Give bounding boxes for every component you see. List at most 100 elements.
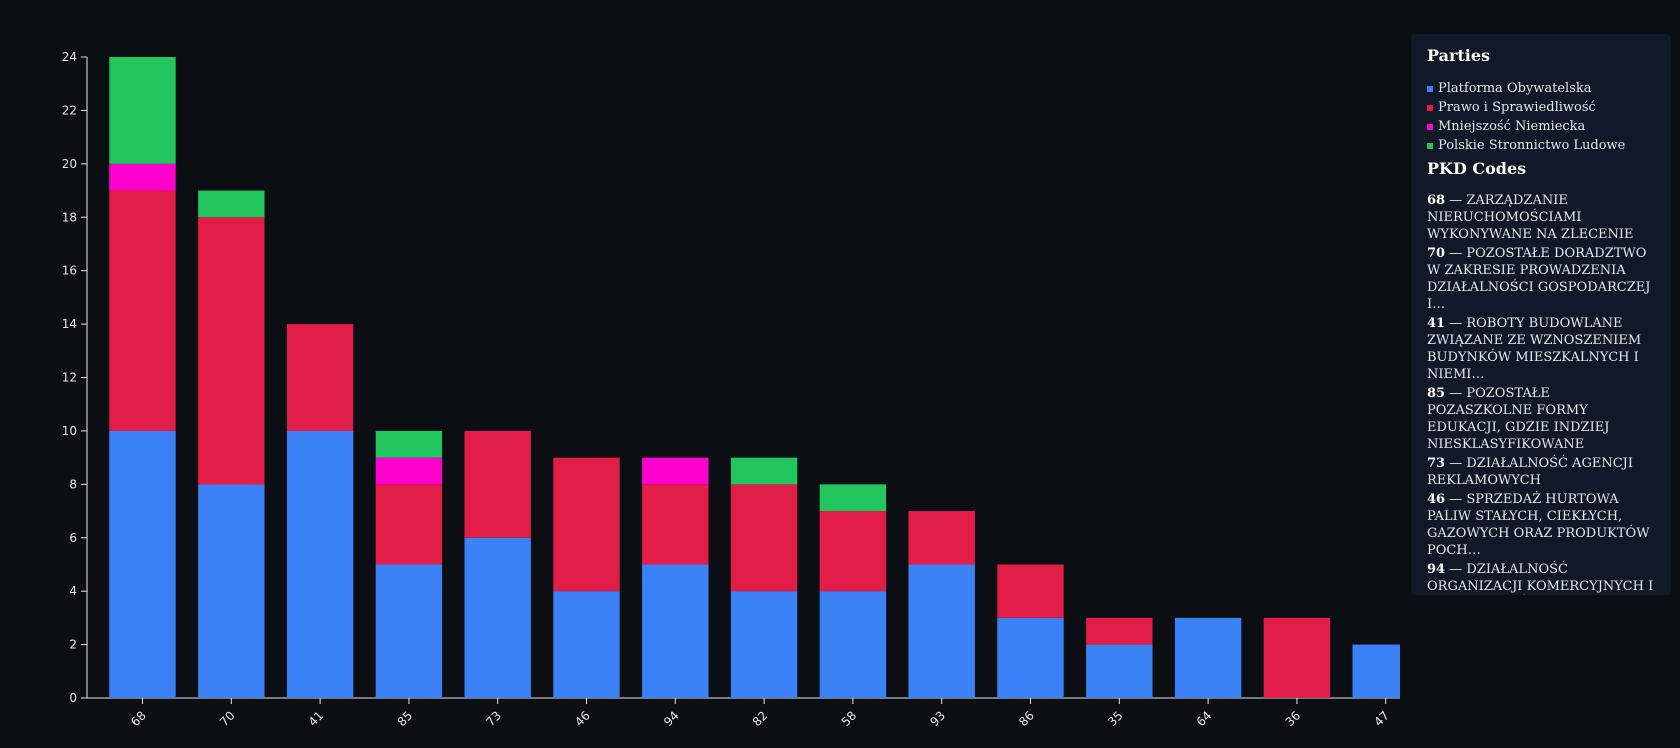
pkd-description: — ZARZĄDZANIE NIERUCHOMOŚCIAMI WYKONYWAN… — [1427, 193, 1634, 242]
pkd-description: — DZIAŁALNOŚĆ ORGANIZACJI KOMERCYJNYCH I… — [1427, 562, 1654, 594]
legend-swatch — [1427, 85, 1433, 92]
bar-segment — [1352, 644, 1400, 698]
bar-segment — [286, 324, 354, 431]
bar-segment — [375, 484, 443, 565]
bar-segment — [997, 564, 1064, 618]
bar-segment — [109, 190, 176, 431]
pkd-item: 46 — SPRZEDAŻ HURTOWA PALIW STAŁYCH, CIE… — [1427, 491, 1657, 559]
x-tick-label: 70 — [217, 708, 238, 729]
pkd-code: 85 — [1427, 386, 1446, 401]
y-tick-label: 10 — [62, 424, 77, 438]
legend-label: Mniejszość Niemiecka — [1438, 119, 1586, 134]
bar-segment — [109, 163, 176, 191]
pkd-code: 41 — [1427, 316, 1446, 331]
bar-segment — [375, 564, 443, 698]
bar-segment — [730, 591, 798, 698]
legend-swatch — [1427, 142, 1433, 149]
pkd-item: 68 — ZARZĄDZANIE NIERUCHOMOŚCIAMI WYKONY… — [1427, 192, 1657, 243]
y-tick-label: 2 — [69, 638, 77, 652]
x-tick-label: 94 — [661, 708, 682, 729]
x-tick-label: 58 — [839, 708, 860, 729]
legend-swatch — [1427, 123, 1433, 130]
bar-segment — [464, 537, 531, 698]
bar-segment — [819, 511, 887, 592]
x-tick-label: 46 — [572, 708, 593, 729]
party-legend: Platforma Obywatelska Prawo i Sprawiedliw… — [1427, 79, 1657, 155]
bar-segment — [553, 457, 620, 592]
bar-segment — [198, 217, 265, 485]
pkd-code: 46 — [1427, 492, 1446, 507]
bar-segment — [819, 591, 887, 698]
bar-segment — [464, 430, 531, 538]
x-tick-label: 86 — [1016, 708, 1037, 729]
bar-segment — [109, 430, 176, 698]
pkd-code: 94 — [1427, 562, 1446, 577]
x-tick-label: 47 — [1371, 708, 1392, 729]
y-tick-label: 20 — [62, 157, 77, 171]
bar-segment — [642, 457, 709, 485]
bar-segment — [908, 564, 975, 698]
bar-segment — [997, 617, 1064, 698]
legend-swatch — [1427, 104, 1433, 111]
pkd-description: — POZOSTAŁE DORADZTWO W ZAKRESIE PROWADZ… — [1427, 246, 1651, 312]
bar-segment — [819, 484, 887, 512]
legend-item: Mniejszość Niemiecka — [1427, 117, 1657, 136]
x-tick-label: 73 — [483, 708, 504, 729]
legend-label: Polskie Stronnictwo Ludowe — [1438, 138, 1626, 153]
bar-segment — [642, 484, 709, 565]
bar-segment — [198, 190, 265, 218]
x-tick-label: 85 — [395, 708, 416, 729]
bar-segment — [642, 564, 709, 698]
bar-segment — [1263, 617, 1331, 698]
bar-segment — [375, 457, 443, 485]
y-tick-label: 6 — [69, 531, 77, 545]
bar-segment — [553, 591, 620, 698]
pkd-item: 70 — POZOSTAŁE DORADZTWO W ZAKRESIE PROW… — [1427, 245, 1657, 313]
pkd-code: 70 — [1427, 246, 1446, 261]
legend-item: Polskie Stronnictwo Ludowe — [1427, 136, 1657, 155]
bar-segment — [908, 511, 975, 565]
pkd-item: 73 — DZIAŁALNOŚĆ AGENCJI REKLAMOWYCH — [1427, 455, 1657, 489]
bar-segment — [1086, 617, 1153, 645]
pkd-code: 73 — [1427, 456, 1446, 471]
y-tick-label: 24 — [62, 50, 77, 64]
y-tick-label: 8 — [69, 477, 77, 491]
pkd-list: 68 — ZARZĄDZANIE NIERUCHOMOŚCIAMI WYKONY… — [1427, 192, 1657, 595]
y-tick-label: 0 — [69, 691, 77, 705]
x-tick-label: 64 — [1194, 708, 1215, 729]
bar-segment — [730, 484, 798, 592]
x-tick-label: 82 — [750, 708, 771, 729]
y-tick-label: 12 — [62, 371, 77, 385]
legend-title: Parties — [1427, 46, 1491, 65]
pkd-description: — ROBOTY BUDOWLANE ZWIĄZANE ZE WZNOSZENI… — [1427, 316, 1642, 382]
pkd-description: — POZOSTAŁE POZASZKOLNE FORMY EDUKACJI, … — [1427, 386, 1610, 452]
y-tick-label: 14 — [62, 317, 77, 331]
x-tick-label: 68 — [128, 708, 149, 729]
legend-label: Prawo i Sprawiedliwość — [1438, 100, 1596, 115]
legend-label: Platforma Obywatelska — [1438, 81, 1592, 96]
legend-item: Platforma Obywatelska — [1427, 79, 1657, 98]
x-tick-label: 36 — [1283, 708, 1304, 729]
pkd-description: — SPRZEDAŻ HURTOWA PALIW STAŁYCH, CIEKŁY… — [1427, 492, 1650, 558]
y-tick-label: 4 — [69, 584, 77, 598]
bar-segment — [375, 430, 443, 458]
legend-panel[interactable]: Parties Platforma Obywatelska Prawo i Spr… — [1411, 34, 1671, 595]
bar-segment — [286, 430, 354, 698]
x-tick-label: 41 — [306, 708, 327, 729]
bar-segment — [1174, 617, 1242, 698]
bar-segment — [730, 457, 798, 485]
x-tick-label: 35 — [1105, 708, 1126, 729]
bar-segment — [1086, 644, 1153, 698]
pkd-title: PKD Codes — [1427, 159, 1527, 178]
pkd-item: 94 — DZIAŁALNOŚĆ ORGANIZACJI KOMERCYJNYC… — [1427, 561, 1657, 595]
bar-segment — [109, 57, 176, 164]
pkd-item: 85 — POZOSTAŁE POZASZKOLNE FORMY EDUKACJ… — [1427, 385, 1657, 453]
bar-segment — [198, 484, 265, 698]
pkd-description: — DZIAŁALNOŚĆ AGENCJI REKLAMOWYCH — [1427, 456, 1634, 488]
x-tick-label: 93 — [927, 708, 948, 729]
y-tick-label: 16 — [62, 264, 77, 278]
y-tick-label: 22 — [62, 103, 77, 117]
y-tick-label: 18 — [62, 210, 77, 224]
